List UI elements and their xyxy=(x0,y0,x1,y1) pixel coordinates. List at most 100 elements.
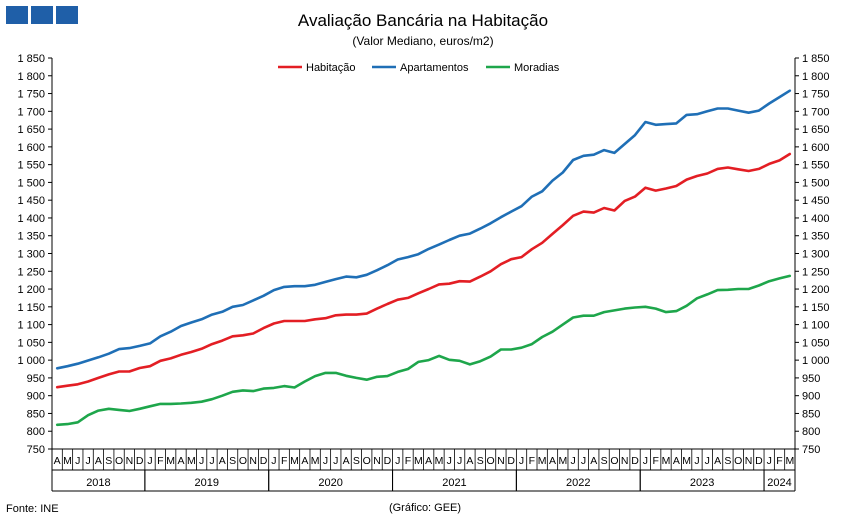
y-tick-label-left: 1 450 xyxy=(17,195,45,207)
x-tick-label: M xyxy=(290,455,299,467)
y-tick-label-right: 1 700 xyxy=(802,106,830,118)
y-tick-label-right: 1 650 xyxy=(802,124,830,136)
x-tick-label: M xyxy=(538,455,547,467)
legend-label: Habitação xyxy=(306,62,356,74)
x-tick-label: J xyxy=(75,455,80,467)
x-tick-label: J xyxy=(323,455,328,467)
y-tick-label-left: 1 500 xyxy=(17,177,45,189)
x-tick-label: A xyxy=(590,455,597,467)
brand-logo xyxy=(6,6,78,24)
y-tick-label-right: 1 400 xyxy=(802,213,830,225)
x-tick-label: J xyxy=(395,455,400,467)
y-tick-label-left: 1 700 xyxy=(17,106,45,118)
y-tick-label-right: 850 xyxy=(802,408,820,420)
x-tick-label: N xyxy=(497,455,505,467)
source-note: Fonte: INE xyxy=(6,503,59,515)
x-tick-label: F xyxy=(776,455,782,467)
x-tick-label: A xyxy=(466,455,473,467)
x-tick-label: M xyxy=(662,455,671,467)
x-tick-label: N xyxy=(745,455,753,467)
series-line-moradias xyxy=(55,274,792,427)
x-tick-label: D xyxy=(755,455,763,467)
x-tick-label: J xyxy=(447,455,452,467)
y-tick-label-right: 950 xyxy=(802,373,820,385)
x-tick-label: J xyxy=(333,455,338,467)
x-tick-label: O xyxy=(115,455,123,467)
x-tick-label: F xyxy=(281,455,287,467)
x-tick-label: J xyxy=(85,455,90,467)
x-tick-label: M xyxy=(311,455,320,467)
x-tick-label: M xyxy=(166,455,175,467)
x-tick-label: O xyxy=(486,455,494,467)
x-tick-label: J xyxy=(705,455,710,467)
x-tick-label: A xyxy=(343,455,350,467)
x-tick-label: A xyxy=(219,455,226,467)
x-tick-label: O xyxy=(734,455,742,467)
x-tick-label: A xyxy=(54,455,61,467)
x-tick-label: A xyxy=(714,455,721,467)
y-tick-label-left: 850 xyxy=(27,408,45,420)
y-tick-label-right: 1 250 xyxy=(802,266,830,278)
y-tick-label-left: 950 xyxy=(27,373,45,385)
y-tick-label-left: 1 000 xyxy=(17,355,45,367)
y-tick-label-right: 800 xyxy=(802,426,820,438)
y-tick-label-left: 1 100 xyxy=(17,320,45,332)
x-tick-label: A xyxy=(425,455,432,467)
y-tick-label-left: 1 350 xyxy=(17,231,45,243)
y-tick-label-right: 1 750 xyxy=(802,89,830,101)
y-tick-label-left: 1 250 xyxy=(17,266,45,278)
year-label: 2019 xyxy=(195,477,219,489)
y-tick-label-right: 1 500 xyxy=(802,177,830,189)
y-tick-label-right: 1 350 xyxy=(802,231,830,243)
x-tick-label: S xyxy=(105,455,112,467)
x-tick-label: D xyxy=(384,455,392,467)
x-tick-label: J xyxy=(581,455,586,467)
y-tick-label-left: 1 750 xyxy=(17,89,45,101)
y-tick-label-left: 1 400 xyxy=(17,213,45,225)
x-tick-label: F xyxy=(529,455,535,467)
x-tick-label: M xyxy=(414,455,423,467)
y-tick-label-right: 1 100 xyxy=(802,320,830,332)
legend: Habitação Apartamentos Moradias xyxy=(278,62,560,74)
x-tick-label: N xyxy=(249,455,257,467)
x-tick-label: J xyxy=(271,455,276,467)
y-tick-label-right: 900 xyxy=(802,391,820,403)
x-tick-label: A xyxy=(673,455,680,467)
y-tick-label-left: 1 650 xyxy=(17,124,45,136)
x-tick-label: D xyxy=(260,455,268,467)
x-tick-label: S xyxy=(477,455,484,467)
x-tick-label: S xyxy=(353,455,360,467)
series-line-habitacao xyxy=(55,152,792,389)
x-tick-label: J xyxy=(519,455,524,467)
x-tick-label: O xyxy=(610,455,618,467)
x-tick-label: J xyxy=(643,455,648,467)
x-tick-label: F xyxy=(157,455,163,467)
y-tick-label-right: 1 550 xyxy=(802,160,830,172)
y-tick-label-left: 1 300 xyxy=(17,249,45,261)
x-tick-label: M xyxy=(187,455,196,467)
x-tick-label: A xyxy=(301,455,308,467)
y-tick-label-left: 1 150 xyxy=(17,302,45,314)
x-tick-label: N xyxy=(126,455,134,467)
x-tick-label: J xyxy=(199,455,204,467)
x-tick-label: M xyxy=(435,455,444,467)
legend-label: Moradias xyxy=(514,62,560,74)
x-tick-label: J xyxy=(767,455,772,467)
chart-title: Avaliação Bancária na Habitação xyxy=(298,11,548,30)
x-tick-label: J xyxy=(571,455,576,467)
x-tick-label: D xyxy=(631,455,639,467)
y-tick-label-right: 1 200 xyxy=(802,284,830,296)
x-tick-label: M xyxy=(682,455,691,467)
x-tick-label: S xyxy=(724,455,731,467)
year-label: 2024 xyxy=(767,477,791,489)
year-label: 2018 xyxy=(86,477,110,489)
x-tick-label: M xyxy=(785,455,794,467)
y-tick-label-left: 1 550 xyxy=(17,160,45,172)
x-tick-label: O xyxy=(239,455,247,467)
axes: 750 750 800 800 850 850 900 900 950 950 1 000 1 000… xyxy=(17,53,830,492)
logo-block xyxy=(31,6,53,24)
logo-block xyxy=(6,6,28,24)
year-label: 2020 xyxy=(318,477,342,489)
x-tick-label: O xyxy=(363,455,371,467)
y-tick-label-left: 1 800 xyxy=(17,71,45,83)
